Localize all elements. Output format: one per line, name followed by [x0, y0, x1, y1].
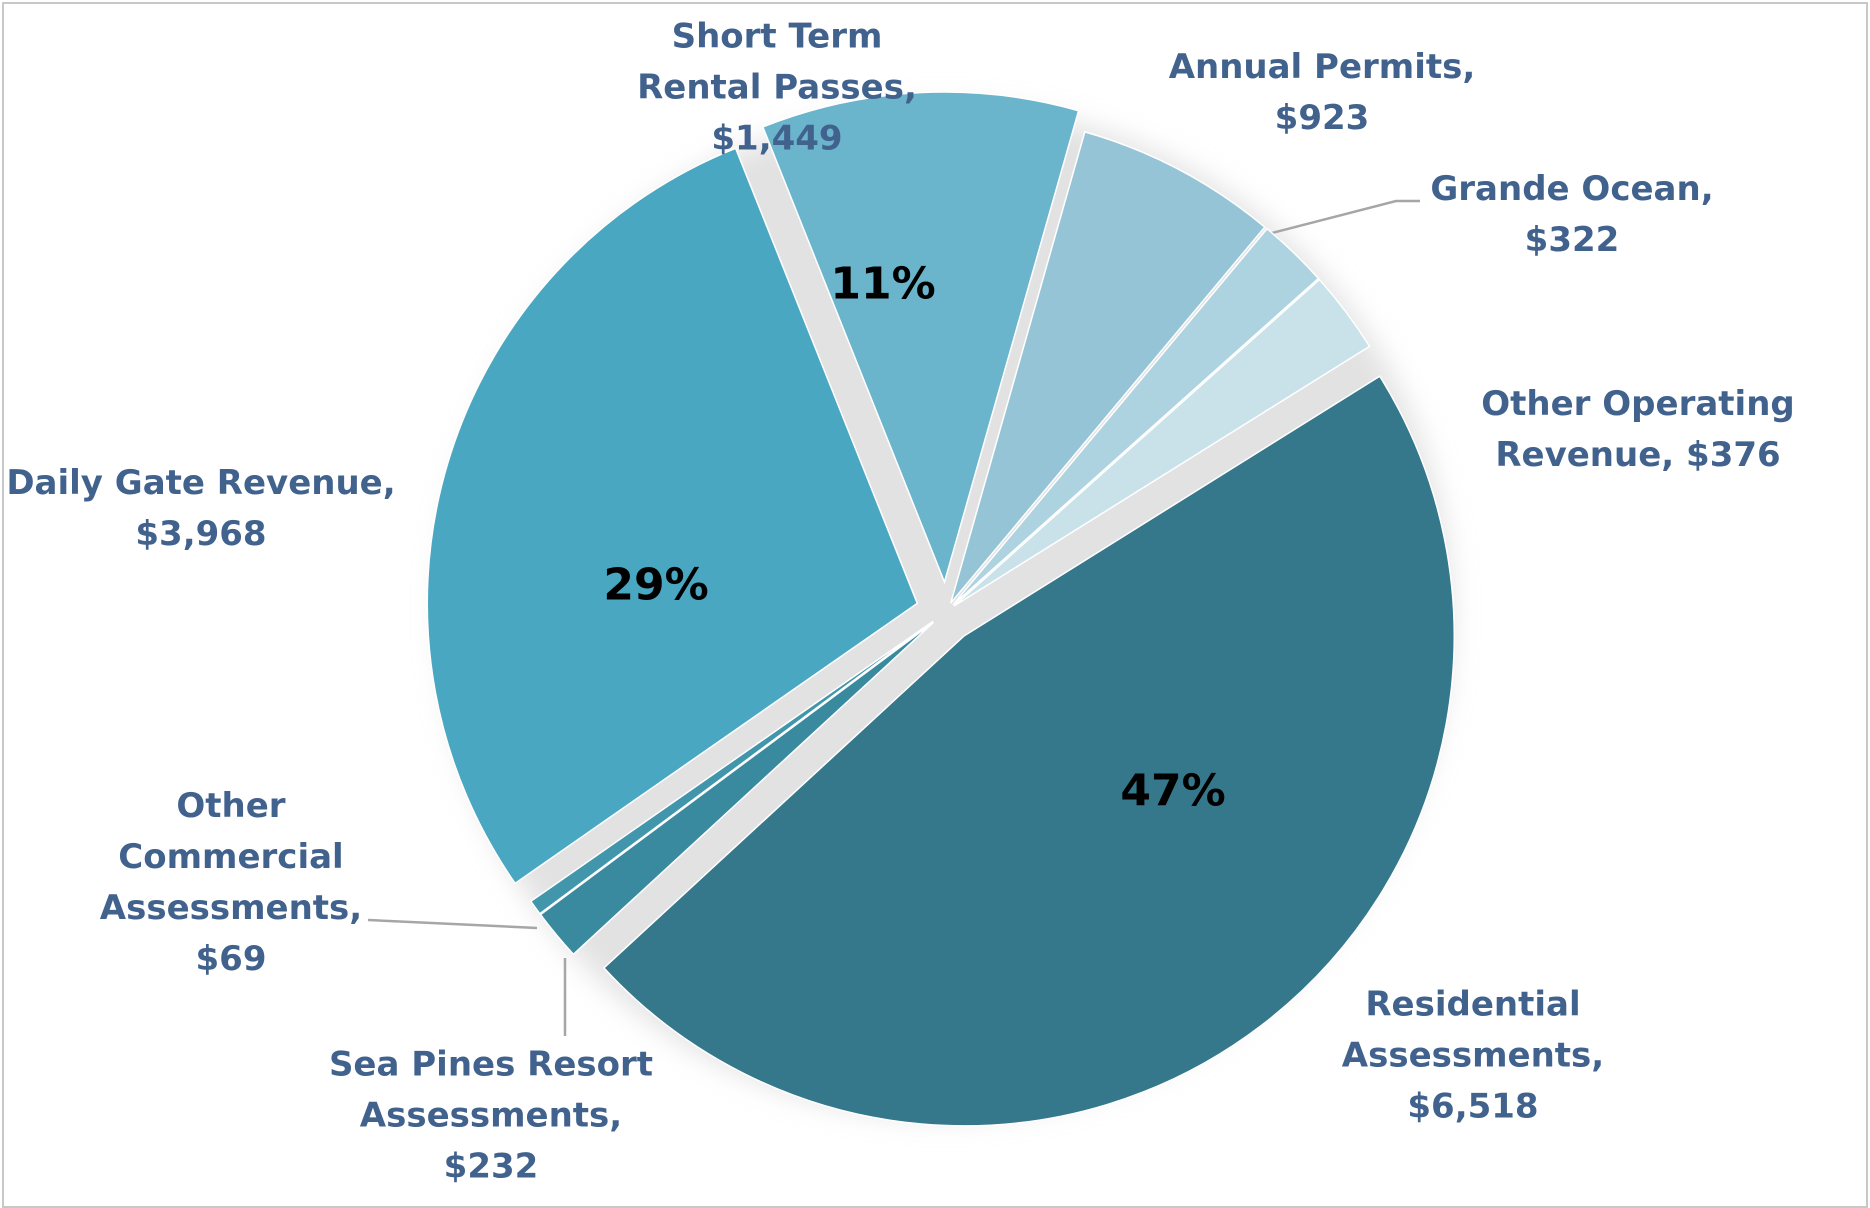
value-label: $69 — [195, 939, 267, 979]
percent-label: 29% — [603, 559, 709, 611]
pie-slice — [539, 621, 935, 956]
category-label: Grande Ocean, — [1430, 169, 1714, 209]
category-label: Annual Permits, — [1168, 47, 1476, 87]
leader-line — [367, 918, 538, 930]
data-label: Other Operating Revenue, $376 — [1468, 379, 1808, 481]
data-label: Short Term Rental Passes, $1,449 — [627, 12, 927, 165]
data-label: Grande Ocean, $322 — [1412, 164, 1732, 266]
category-label: Short Term Rental Passes, — [637, 16, 917, 108]
value-label: $232 — [443, 1146, 539, 1187]
category-label: Other Commercial Assessments, — [99, 786, 363, 928]
pie-slice — [953, 278, 1371, 607]
leader-line — [1267, 199, 1420, 236]
value-label: $6,518 — [1407, 1086, 1539, 1127]
category-label: Daily Gate Revenue, — [6, 463, 396, 503]
category-label: Sea Pines Resort Assessments, — [328, 1044, 654, 1136]
category-label: Residential Assessments, — [1341, 984, 1605, 1076]
data-label: Sea Pines Resort Assessments, $232 — [311, 1040, 671, 1193]
value-label: $376 — [1686, 435, 1781, 475]
pie-area — [367, 91, 1455, 1127]
data-label: Annual Permits, $923 — [1152, 42, 1492, 144]
data-label: Daily Gate Revenue, $3,968 — [1, 458, 401, 560]
pie-slice — [426, 147, 919, 885]
category-label: Other Operating Revenue, — [1481, 384, 1795, 475]
pie-slice — [949, 130, 1266, 604]
pie-slice — [952, 227, 1320, 606]
data-label: Other Commercial Assessments, $69 — [91, 781, 371, 985]
pie-slice — [602, 375, 1455, 1127]
value-label: $3,968 — [135, 514, 267, 554]
data-label: Residential Assessments, $6,518 — [1303, 980, 1643, 1133]
value-label: $1,449 — [711, 118, 843, 159]
pie-slice — [529, 620, 934, 915]
value-label: $923 — [1274, 98, 1370, 138]
value-label: $322 — [1524, 220, 1620, 260]
pie-slice — [761, 91, 1080, 585]
percent-label: 11% — [830, 258, 936, 310]
percent-label: 47% — [1120, 765, 1226, 817]
